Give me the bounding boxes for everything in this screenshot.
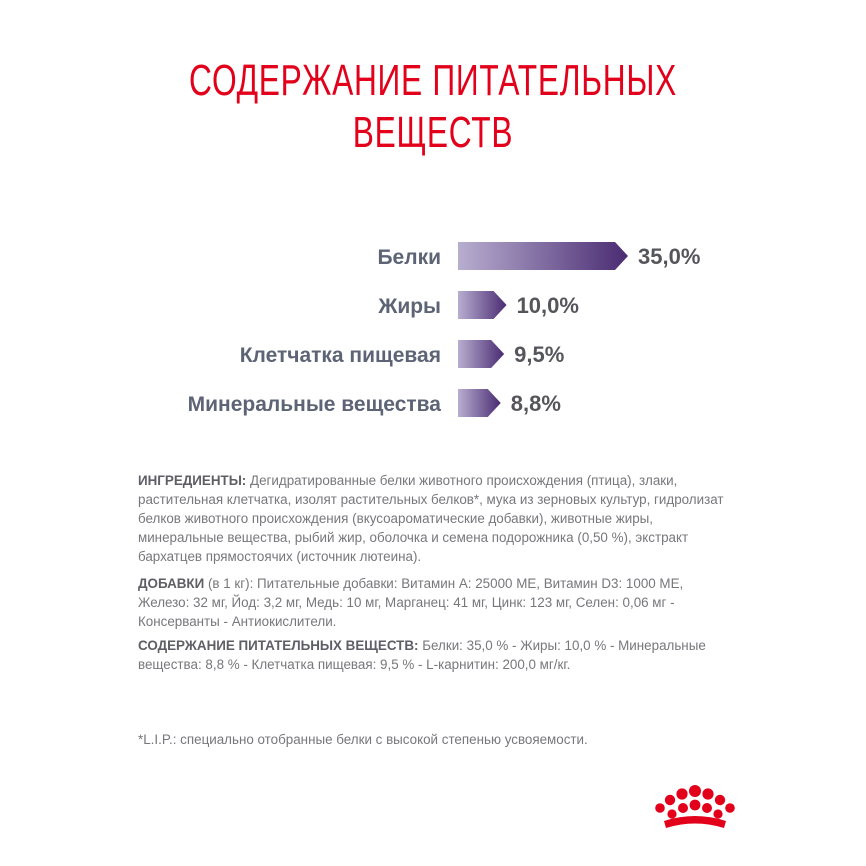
ingredients-heading: ИНГРЕДИЕНТЫ: (138, 473, 247, 488)
value-label-4: 8,8% (511, 391, 561, 416)
nutrients-text: Белки: 35,0 % - Жиры: 10,0 % - Минеральн… (138, 638, 706, 672)
category-label-2: Жиры (377, 295, 441, 318)
nutrients-paragraph: СОДЕРЖАНИЕ ПИТАТЕЛЬНЫХ ВЕЩЕСТВ: Белки: 3… (138, 636, 738, 674)
ingredients-paragraph: ИНГРЕДИЕНТЫ: Дегидратированные белки жив… (138, 471, 738, 566)
page-title-line1: СОДЕРЖАНИЕ ПИТАТЕЛЬНЫХ (189, 56, 677, 105)
additives-text: (в 1 кг): Питательные добавки: Витамин A… (138, 576, 684, 629)
value-label-3: 9,5% (514, 342, 564, 367)
category-label-4: Минеральные вещества (188, 393, 442, 416)
footnote: *L.I.P.: специально отобранные белки с в… (138, 732, 588, 747)
royal-canin-crown-icon (655, 785, 735, 828)
additives-paragraph: ДОБАВКИ (в 1 кг): Питательные добавки: В… (138, 574, 738, 631)
value-label-1: 35,0% (638, 244, 700, 269)
bar-1 (458, 242, 628, 270)
additives-heading: ДОБАВКИ (138, 576, 205, 591)
category-label-3: Клетчатка пищевая (240, 344, 441, 367)
nutrient-bar-chart: Белки 35,0% Жиры 10,0% Клетчатка пищевая 9,5%… (188, 242, 700, 417)
value-label-2: 10,0% (517, 293, 579, 318)
ingredients-text: Дегидратированные белки животного происх… (138, 473, 724, 564)
bar-2 (458, 291, 507, 319)
page-title-line2: ВЕЩЕСТВ (352, 108, 514, 157)
bar-3 (458, 340, 505, 368)
page-title: СОДЕРЖАНИЕ ПИТАТЕЛЬНЫХ ВЕЩЕСТВ (121, 55, 745, 159)
nutrients-heading: СОДЕРЖАНИЕ ПИТАТЕЛЬНЫХ ВЕЩЕСТВ: (138, 638, 419, 653)
category-label-1: Белки (377, 246, 441, 269)
bar-4 (458, 389, 501, 417)
